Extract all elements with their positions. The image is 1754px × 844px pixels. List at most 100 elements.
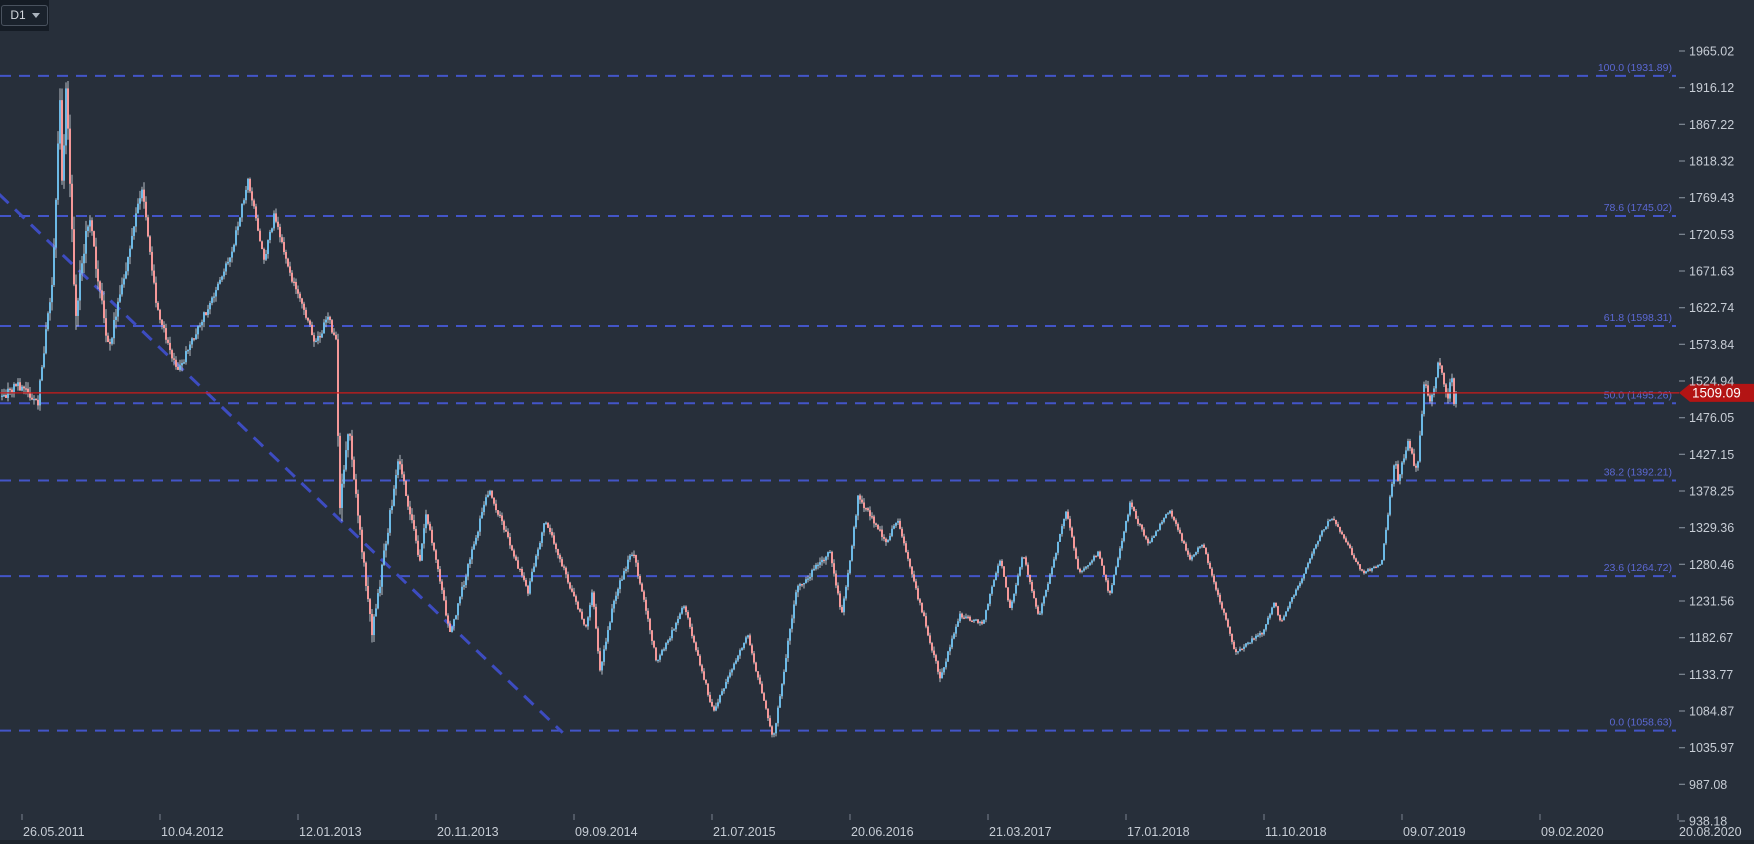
candle xyxy=(585,624,587,628)
candle xyxy=(153,264,155,285)
candle xyxy=(231,246,233,263)
candle xyxy=(653,640,655,649)
candle xyxy=(1075,546,1077,560)
candle xyxy=(1161,520,1163,526)
candle xyxy=(129,245,131,265)
candle xyxy=(817,562,819,570)
candle xyxy=(979,621,981,626)
candle xyxy=(53,238,55,287)
fib-level[interactable]: 23.6 (1264.72) xyxy=(0,562,1676,578)
candle xyxy=(1413,448,1415,467)
timeframe-selector[interactable]: D1 xyxy=(1,5,48,26)
candle xyxy=(969,615,971,622)
candle xyxy=(119,285,121,303)
candle xyxy=(171,348,173,362)
date-axis-label: 20.06.2016 xyxy=(851,825,914,839)
candle xyxy=(1301,577,1303,585)
candle xyxy=(1251,635,1253,645)
fib-level[interactable]: 61.8 (1598.31) xyxy=(0,312,1676,327)
candle xyxy=(1441,365,1443,375)
candle xyxy=(277,216,279,230)
candle xyxy=(1231,633,1233,645)
price-axis-label: 1818.32 xyxy=(1689,155,1734,169)
candle xyxy=(547,522,549,529)
fib-level[interactable]: 78.6 (1745.02) xyxy=(0,202,1676,217)
candle xyxy=(151,246,153,276)
candle xyxy=(1189,552,1191,561)
candle xyxy=(359,515,361,536)
candle xyxy=(255,203,257,221)
trendline[interactable] xyxy=(0,193,564,734)
candle xyxy=(79,260,81,311)
candle xyxy=(1059,533,1061,543)
candle xyxy=(697,647,699,656)
candle xyxy=(89,215,91,233)
price-axis-label: 1329.36 xyxy=(1689,521,1734,535)
candle xyxy=(479,515,481,536)
candle xyxy=(293,277,295,287)
candle xyxy=(1187,548,1189,558)
candle xyxy=(1109,590,1111,596)
date-axis-label: 09.07.2019 xyxy=(1403,825,1466,839)
candle xyxy=(689,617,691,629)
candle xyxy=(313,332,315,347)
candle xyxy=(1051,566,1053,577)
candle xyxy=(91,217,93,236)
date-axis[interactable]: 26.05.2011 10.04.2012 12.01.2013 20.11.2013… xyxy=(21,814,1742,839)
candle xyxy=(501,512,503,525)
candle xyxy=(1031,579,1033,593)
candle xyxy=(1193,554,1195,558)
candles-layer xyxy=(1,81,1457,738)
candle xyxy=(317,331,319,345)
candle xyxy=(513,548,515,559)
candle xyxy=(525,577,527,587)
candle xyxy=(1027,562,1029,578)
candle xyxy=(685,605,687,616)
fib-level[interactable]: 38.2 (1392.21) xyxy=(0,467,1676,482)
candle xyxy=(379,579,381,597)
candle xyxy=(139,190,141,210)
candle xyxy=(475,535,477,546)
candle xyxy=(1235,647,1237,655)
candle xyxy=(403,471,405,485)
candle xyxy=(1049,573,1051,585)
candle xyxy=(449,620,451,632)
candle xyxy=(925,612,927,629)
candle xyxy=(1367,568,1369,573)
candle xyxy=(1283,614,1285,621)
candle xyxy=(543,522,545,536)
candle xyxy=(647,608,649,622)
fib-level[interactable]: 100.0 (1931.89) xyxy=(0,62,1676,77)
candle xyxy=(1067,509,1069,520)
candle xyxy=(663,647,665,652)
candle xyxy=(363,551,365,567)
fib-level[interactable]: 0.0 (1058.63) xyxy=(0,717,1676,732)
price-axis-label: 1965.02 xyxy=(1689,45,1734,59)
candle xyxy=(143,182,145,209)
candle xyxy=(121,277,123,297)
candle xyxy=(217,281,219,291)
candle xyxy=(1239,646,1241,652)
candle xyxy=(973,619,975,623)
candle xyxy=(1141,523,1143,532)
candle xyxy=(627,555,629,573)
date-axis-label: 09.02.2020 xyxy=(1541,825,1604,839)
candle xyxy=(1131,499,1133,510)
candle xyxy=(1259,630,1261,638)
candle xyxy=(1163,517,1165,524)
candle xyxy=(1407,438,1409,452)
candle xyxy=(385,540,387,558)
candle xyxy=(1375,565,1377,569)
candle xyxy=(641,582,643,592)
candle xyxy=(977,618,979,625)
candle xyxy=(767,708,769,721)
candle xyxy=(147,214,149,238)
price-axis[interactable]: 1965.02 1916.12 1867.22 1818.32 1769.43 1720.… xyxy=(1679,45,1734,829)
candle xyxy=(835,570,837,589)
candle xyxy=(777,705,779,727)
fib-level[interactable]: 50.0 (1495.26) xyxy=(0,389,1676,405)
candle xyxy=(477,530,479,541)
candle xyxy=(111,337,113,346)
candle xyxy=(469,557,471,569)
